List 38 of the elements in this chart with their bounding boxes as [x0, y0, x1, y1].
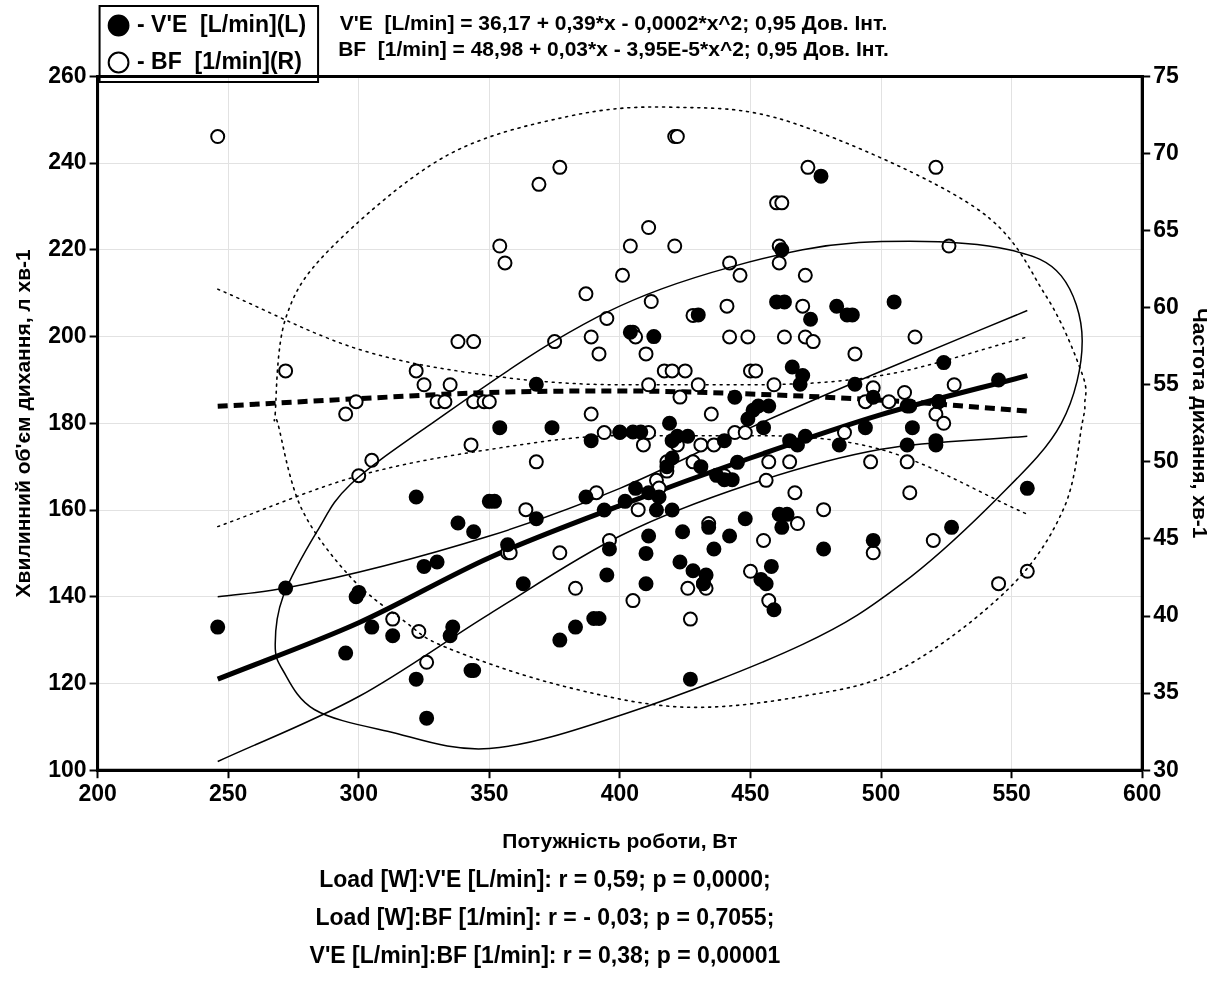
- y-tick-label: 120: [48, 668, 87, 695]
- y-tick-label: 100: [48, 755, 87, 782]
- y2-tick-label: 75: [1153, 61, 1180, 88]
- y2-tick-label: 45: [1153, 524, 1180, 551]
- y2-tick-label: 55: [1153, 370, 1180, 397]
- text: Load [W]:BF [1/min]: r = - 0,03; p = 0,7055;: [315, 904, 775, 931]
- text: V'E [L/min]:BF [1/min]: r = 0,38; p = 0,00001: [309, 942, 781, 969]
- legend-label: - BF [1/min](R): [137, 47, 302, 74]
- chart-title: V'E [L/min] = 36,17 + 0,39*x - 0,0002*x^2; 0,95 Дов. Інт. BF [1/min] = 48,98 + 0,03*x - 3,95E-5*x^2; 0,95 Дов. Інт.: [338, 11, 889, 60]
- y-tick-label: 180: [48, 408, 87, 435]
- y2-tick-label: 50: [1153, 447, 1179, 474]
- x-tick-label: 200: [78, 780, 117, 807]
- x-tick-label: 500: [861, 780, 901, 807]
- y2-tick-label: 70: [1153, 138, 1179, 165]
- y-tick-label: 200: [48, 321, 87, 348]
- x-tick-label: 300: [339, 780, 378, 807]
- y-tick-label: 160: [48, 495, 87, 522]
- x-tick-label: 600: [1123, 780, 1162, 807]
- y2-tick-label: 30: [1153, 755, 1179, 782]
- x-tick-label: 550: [992, 780, 1031, 807]
- y2-tick-label: 60: [1153, 293, 1179, 320]
- x-tick-label: 450: [731, 780, 770, 807]
- x-tick-label: 250: [208, 780, 248, 807]
- y-axis-title: Хвилинний об'єм дихання, л хв-1: [11, 248, 35, 598]
- x-tick-label: 400: [600, 780, 640, 807]
- y-tick-label: 140: [48, 582, 87, 609]
- x-tick-label: 350: [470, 780, 509, 807]
- y-tick-label: 220: [48, 235, 87, 262]
- y-tick-label: 260: [48, 61, 87, 88]
- y2-tick-label: 40: [1153, 601, 1179, 628]
- y2-axis-title: Частота дихання, хв-1: [1188, 308, 1212, 539]
- y2-tick-label: 35: [1153, 678, 1180, 705]
- x-axis-title: Потужність роботи, Вт: [502, 829, 738, 853]
- y-tick-label: 240: [48, 148, 87, 175]
- line-series: [216, 435, 1029, 763]
- y2-tick-label: 65: [1153, 215, 1180, 242]
- text: Load [W]:V'E [L/min]: r = 0,59; p = 0,0000;: [319, 866, 771, 893]
- legend-label: - V'E [L/min](L): [137, 10, 307, 37]
